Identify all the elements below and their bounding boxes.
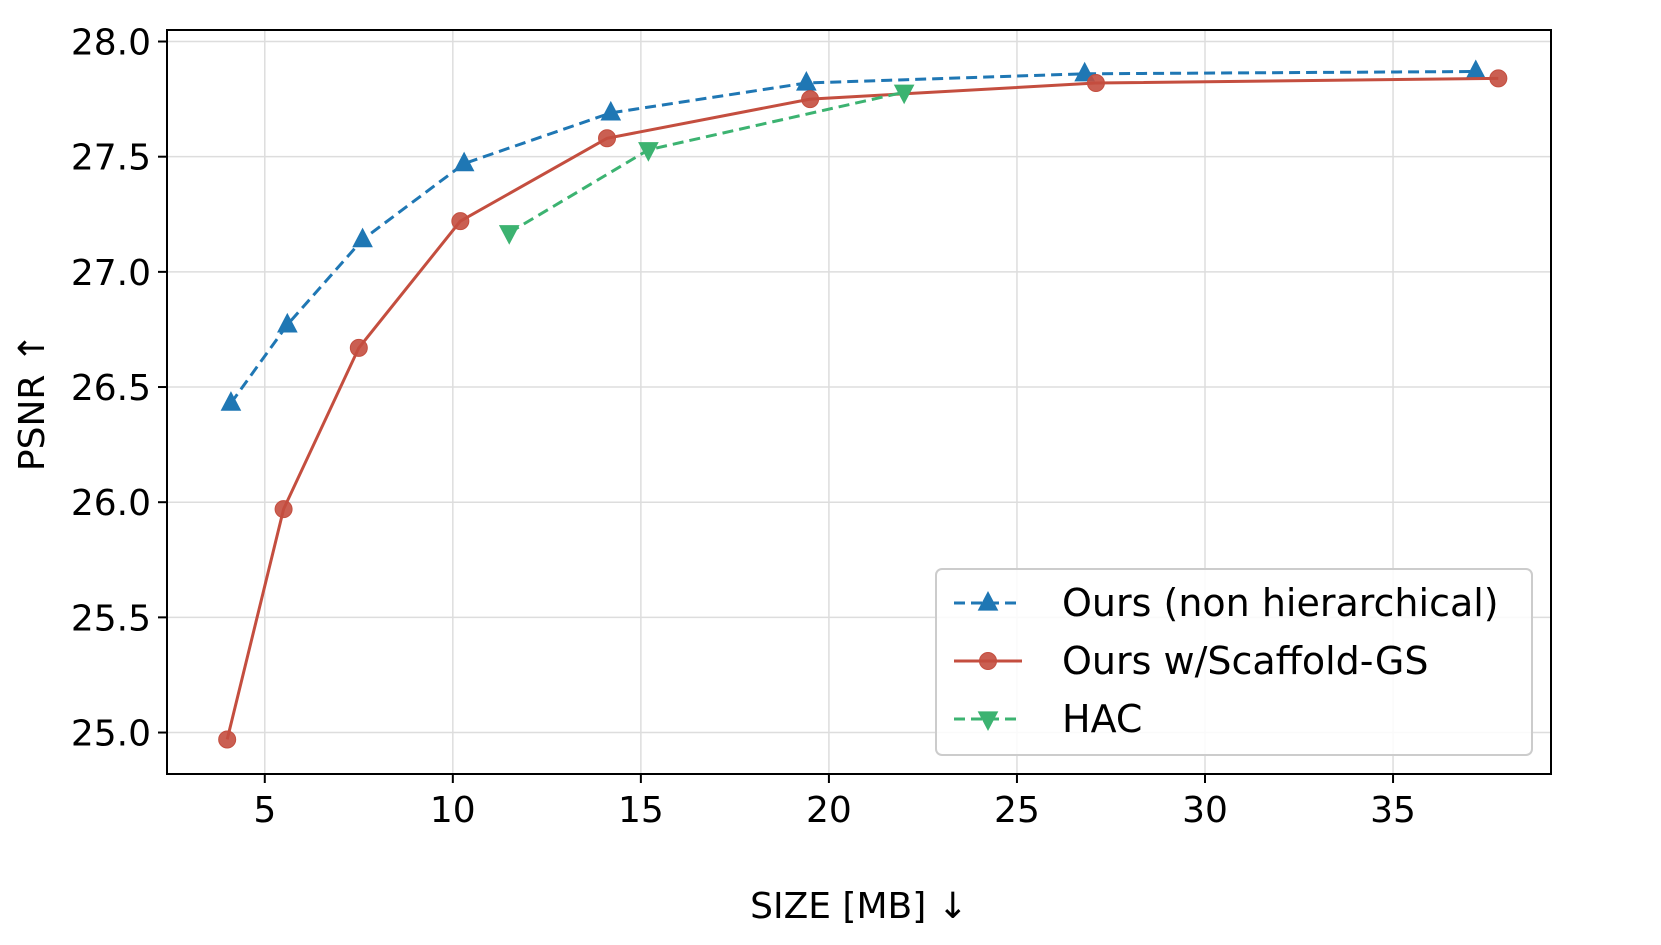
data-point xyxy=(600,100,622,121)
legend: Ours (non hierarchical) Ours w/Scaffold-G… xyxy=(935,568,1533,756)
y-tick-label: 27.0 xyxy=(71,253,151,294)
series-ours-non-hierarchical xyxy=(220,59,1487,411)
data-point xyxy=(277,312,298,333)
y-tick-label: 25.5 xyxy=(71,598,151,639)
x-tick-label: 10 xyxy=(430,790,476,831)
y-tick-label: 26.0 xyxy=(71,483,151,524)
legend-box xyxy=(935,568,1533,756)
series-line xyxy=(508,90,905,234)
legend-entry-ours-non-hierarchical: Ours (non hierarchical) xyxy=(954,581,1499,625)
plot-frame xyxy=(166,29,1552,775)
data-point xyxy=(801,90,820,109)
x-tick-label: 5 xyxy=(253,790,276,831)
data-point xyxy=(893,84,915,105)
data-point xyxy=(1489,69,1508,88)
legend-label: HAC xyxy=(1062,697,1142,741)
series-line xyxy=(229,70,1476,405)
data-point xyxy=(796,70,817,91)
legend-entry-ours-w-scaffold-gs: Ours w/Scaffold-GS xyxy=(954,639,1428,683)
axis-ticks: 5 10 15 20 25 30 35 25.0 25.5 26.0 26.5 27.0 27.5 28.… xyxy=(71,23,1416,831)
data-point xyxy=(352,227,373,248)
legend-marker xyxy=(977,711,999,731)
data-point xyxy=(218,730,237,749)
x-tick-label: 20 xyxy=(806,790,852,831)
y-tick-label: 28.0 xyxy=(71,23,151,64)
data-point xyxy=(451,212,470,231)
data-point xyxy=(1086,73,1105,92)
data-point xyxy=(498,225,520,245)
y-axis-label: PSNR ↑ xyxy=(12,333,53,471)
y-tick-label: 26.5 xyxy=(71,368,151,409)
data-point xyxy=(220,391,242,411)
series-hac xyxy=(498,84,915,245)
data-point xyxy=(598,129,617,148)
x-axis-label: SIZE [MB] ↓ xyxy=(750,886,968,927)
legend-marker xyxy=(977,591,999,611)
legend-entry-hac: HAC xyxy=(954,697,1142,741)
legend-label: Ours w/Scaffold-GS xyxy=(1062,639,1428,683)
data-point xyxy=(1074,61,1095,82)
series-line xyxy=(225,76,1499,740)
data-point xyxy=(274,500,293,519)
legend-marker xyxy=(979,652,997,670)
x-tick-label: 25 xyxy=(994,790,1040,831)
data-point xyxy=(638,142,659,162)
grid xyxy=(167,30,1551,774)
x-tick-label: 15 xyxy=(618,790,664,831)
data-point xyxy=(1465,59,1487,80)
x-tick-label: 30 xyxy=(1182,790,1228,831)
y-tick-label: 25.0 xyxy=(71,714,151,755)
data-point xyxy=(453,151,475,172)
series-layer xyxy=(218,59,1508,749)
data-point xyxy=(349,338,368,357)
series-ours-w-scaffold-gs xyxy=(218,69,1508,749)
y-tick-label: 27.5 xyxy=(71,138,151,179)
x-tick-label: 35 xyxy=(1370,790,1416,831)
legend-label: Ours (non hierarchical) xyxy=(1062,581,1499,625)
